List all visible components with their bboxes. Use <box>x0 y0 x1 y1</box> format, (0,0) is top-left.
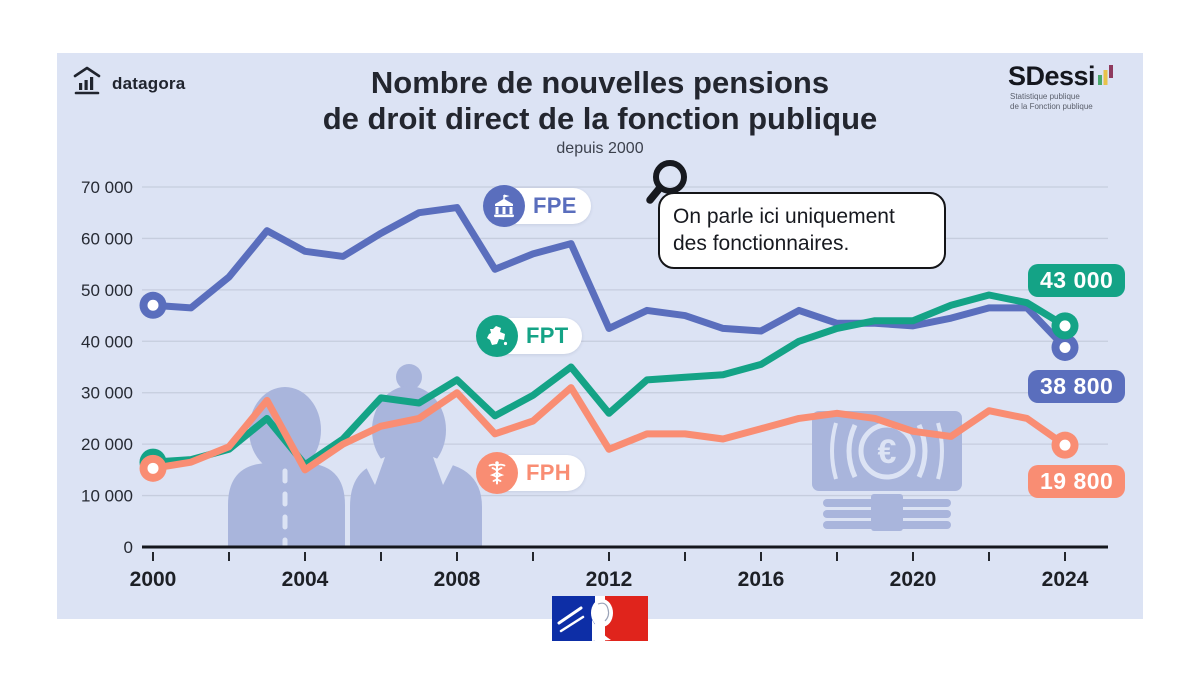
x-axis: 2000 2004 2008 2012 2016 2020 2024 <box>130 545 1108 591</box>
legend-fpe: FPE <box>483 185 591 227</box>
legend-fpt-label: FPT <box>526 323 569 348</box>
legend-fpt: FPT <box>476 315 583 357</box>
svg-text:20 000: 20 000 <box>81 435 133 454</box>
sdessi-wordmark: SDessi <box>1008 61 1096 91</box>
page-title: Nombre de nouvelles pensions de droit di… <box>322 65 878 136</box>
retired-couple-silhouette <box>228 364 482 548</box>
y-axis-labels: 0 10 000 20 000 30 000 40 000 50 000 60 000 70 … <box>81 178 133 557</box>
callout-note: On parle ici uniquement des fonctionnair… <box>658 192 946 269</box>
fph-end-value-badge: 19 800 <box>1028 465 1126 498</box>
datagora-bank-chart-icon <box>71 65 103 102</box>
france-marianne-logo <box>552 596 648 646</box>
subtitle: depuis 2000 <box>556 139 644 157</box>
svg-text:2024: 2024 <box>1042 568 1089 591</box>
chart-card: datagora Nombre de nouvelles pensions de… <box>57 53 1143 619</box>
svg-text:2020: 2020 <box>890 568 937 591</box>
caduceus-icon <box>476 452 518 494</box>
brand-name: datagora <box>112 73 186 93</box>
euro-banknotes-decoration: € <box>812 411 962 531</box>
svg-text:70 000: 70 000 <box>81 178 133 197</box>
svg-text:2012: 2012 <box>586 568 633 591</box>
svg-text:2016: 2016 <box>738 568 785 591</box>
svg-text:2004: 2004 <box>282 568 329 591</box>
line-chart: 0 10 000 20 000 30 000 40 000 50 000 60 000 70 … <box>81 178 1108 591</box>
sdessi-logo: SDessi Statistique publique de la Foncti… <box>1008 63 1158 112</box>
svg-text:2008: 2008 <box>434 568 481 591</box>
svg-text:40 000: 40 000 <box>81 332 133 351</box>
svg-text:50 000: 50 000 <box>81 281 133 300</box>
legend-fpe-label: FPE <box>533 193 577 218</box>
title-block: Nombre de nouvelles pensions de droit di… <box>57 65 1143 158</box>
sdessi-bars-icon <box>1098 63 1114 90</box>
svg-text:€: € <box>878 433 897 471</box>
svg-text:30 000: 30 000 <box>81 384 133 403</box>
data-series-lines <box>139 204 1079 482</box>
government-building-icon <box>483 185 525 227</box>
svg-text:60 000: 60 000 <box>81 229 133 248</box>
magnifier-icon <box>645 155 697 218</box>
fpe-end-value-badge: 38 800 <box>1028 370 1126 403</box>
france-map-icon <box>476 315 518 357</box>
legend-fph: FPH <box>476 452 585 494</box>
datagora-brand: datagora <box>71 65 185 102</box>
fpt-end-value-badge: 43 000 <box>1028 264 1126 297</box>
svg-text:2000: 2000 <box>130 568 177 591</box>
svg-text:0: 0 <box>124 538 133 557</box>
sdessi-caption: Statistique publique de la Fonction publ… <box>1010 92 1093 111</box>
svg-text:10 000: 10 000 <box>81 487 133 506</box>
legend-fph-label: FPH <box>526 460 571 485</box>
